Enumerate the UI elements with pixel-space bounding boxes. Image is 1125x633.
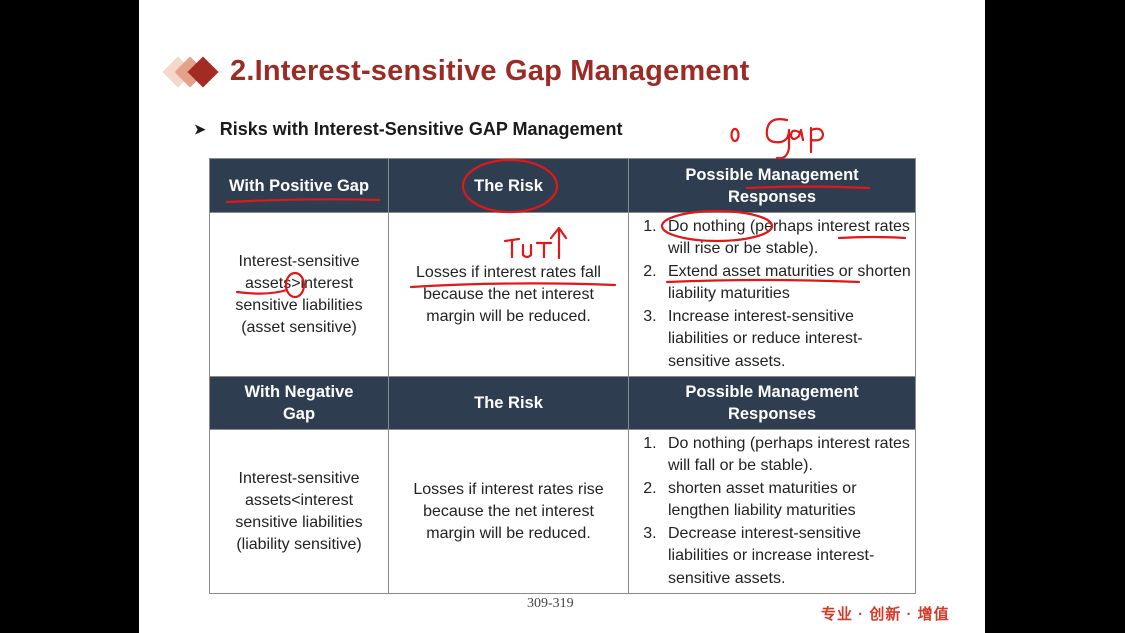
- page-reference: 309-319: [527, 596, 574, 611]
- diamond-logo-icon: [162, 56, 219, 88]
- gap-risk-table: With Positive Gap The Risk Possible Mana…: [209, 158, 916, 594]
- positive-risk: Losses if interest rates fall because th…: [388, 212, 629, 377]
- ink-gap-word: [765, 118, 825, 160]
- list-item: Decrease interest-sensitive liabilities …: [661, 523, 915, 591]
- list-item: Do nothing (perhaps interest rates will …: [661, 433, 915, 478]
- list-item: Increase interest-sensitive liabilities …: [661, 306, 915, 374]
- bullet-text: Risks with Interest-Sensitive GAP Manage…: [219, 119, 623, 139]
- positive-condition: Interest-sensitive assets>interest sensi…: [209, 212, 389, 377]
- list-item: Extend asset maturities or shorten liabi…: [661, 261, 915, 306]
- header-the-risk-2: The Risk: [388, 376, 629, 430]
- slide: 2.Interest-sensitive Gap Management ➤ Ris…: [139, 0, 985, 633]
- header-responses: Possible Management Responses: [628, 158, 916, 213]
- negative-condition: Interest-sensitive assets<interest sensi…: [209, 429, 389, 594]
- header-negative-gap: With Negative Gap: [209, 376, 389, 430]
- list-item: Do nothing (perhaps interest rates will …: [661, 216, 915, 261]
- slide-title: 2.Interest-sensitive Gap Management: [230, 55, 750, 87]
- negative-responses: Do nothing (perhaps interest rates will …: [628, 429, 916, 594]
- header-responses-2: Possible Management Responses: [628, 376, 916, 430]
- negative-risk: Losses if interest rates rise because th…: [388, 429, 629, 594]
- bullet-arrow-icon: ➤: [194, 121, 206, 137]
- positive-responses: Do nothing (perhaps interest rates will …: [628, 212, 916, 377]
- ink-zero: [730, 127, 740, 143]
- negative-body-row: Interest-sensitive assets<interest sensi…: [209, 429, 916, 594]
- header-positive-gap: With Positive Gap: [209, 158, 389, 213]
- footer-slogan: 专业 · 创新 · 增值: [821, 606, 950, 623]
- positive-body-row: Interest-sensitive assets>interest sensi…: [209, 212, 916, 377]
- positive-header-row: With Positive Gap The Risk Possible Mana…: [209, 158, 916, 213]
- list-item: shorten asset maturities or lengthen lia…: [661, 478, 915, 523]
- bullet-line: ➤ Risks with Interest-Sensitive GAP Manag…: [194, 119, 623, 140]
- negative-header-row: With Negative Gap The Risk Possible Mana…: [209, 376, 916, 430]
- header-the-risk: The Risk: [388, 158, 629, 213]
